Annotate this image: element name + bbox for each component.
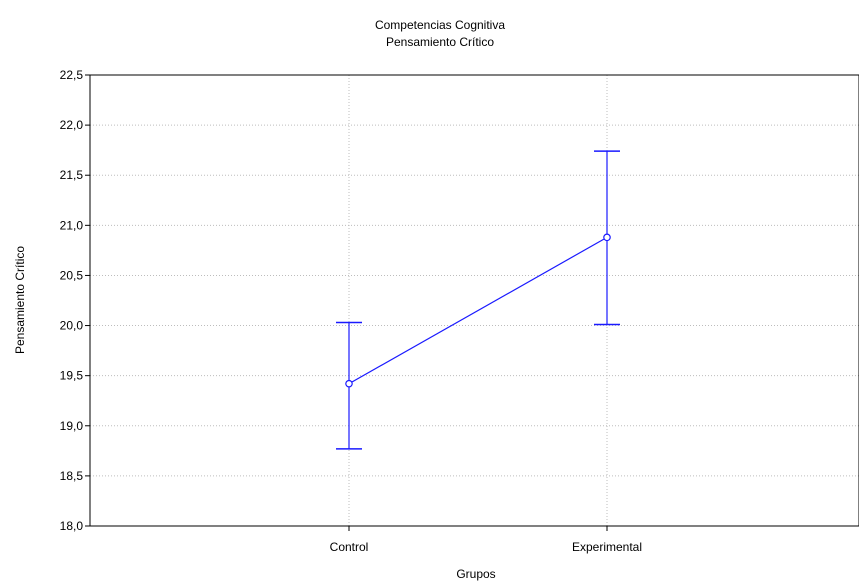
plot-area [89, 74, 859, 527]
series-line [348, 236, 608, 385]
chart-subtitle: Pensamiento Crítico [386, 35, 494, 49]
y-axis-label: Pensamiento Crítico [13, 246, 27, 354]
y-tick-label: 18,0 [60, 519, 84, 533]
y-tick-label: 20,0 [60, 319, 84, 333]
x-axis-label: Grupos [456, 567, 495, 581]
data-point [345, 379, 353, 388]
y-tick-label: 20,5 [60, 268, 84, 282]
chart-title: Competencias Cognitiva [375, 18, 505, 32]
y-tick-label: 18,5 [60, 469, 84, 483]
y-axis: 18,0 18,5 19,0 19,5 20,0 20,5 21,0 21,5 22,0 22,5 [60, 68, 90, 533]
x-axis: Control Experimental [330, 526, 642, 554]
y-tick-label: 19,0 [60, 419, 84, 433]
series [336, 150, 620, 450]
x-tick-label: Control [330, 540, 369, 554]
y-tick-label: 22,0 [60, 118, 84, 132]
y-tick-label: 22,5 [60, 68, 84, 82]
data-point [603, 233, 611, 242]
y-tick-label: 21,5 [60, 168, 84, 182]
y-tick-label: 21,0 [60, 218, 84, 232]
y-tick-label: 19,5 [60, 369, 84, 383]
grid [90, 75, 859, 526]
x-tick-label: Experimental [572, 540, 642, 554]
